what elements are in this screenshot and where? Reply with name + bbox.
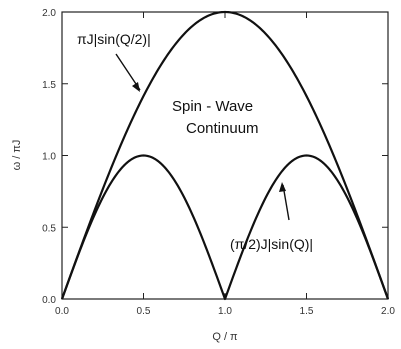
x-tick-label: 1.5: [300, 306, 314, 317]
x-axis-title: Q / π: [212, 331, 238, 343]
y-axis-title: ω / πJ: [11, 140, 23, 171]
region-label-line2: Continuum: [186, 120, 259, 137]
region-label-line1: Spin - Wave: [172, 98, 253, 115]
x-tick-label: 0.0: [55, 306, 69, 317]
x-tick-label: 2.0: [381, 306, 395, 317]
y-tick-label: 0.5: [42, 223, 56, 234]
lower-curve-label: (π/2)J|sin(Q)|: [230, 236, 313, 252]
y-tick-label: 1.5: [42, 80, 56, 91]
y-tick-label: 1.0: [42, 152, 56, 163]
x-tick-label: 0.5: [137, 306, 151, 317]
upper-curve-label: πJ|sin(Q/2)|: [77, 31, 151, 47]
y-tick-label: 2.0: [42, 8, 56, 19]
y-tick-label: 0.0: [42, 295, 56, 306]
x-tick-label: 1.0: [218, 306, 232, 317]
